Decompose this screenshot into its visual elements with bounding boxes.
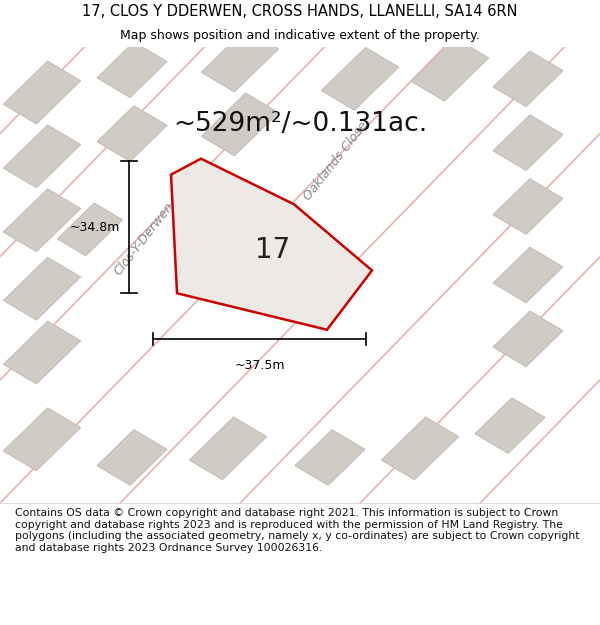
Polygon shape — [3, 408, 81, 471]
Polygon shape — [3, 321, 81, 384]
Polygon shape — [295, 430, 365, 485]
Text: ~37.5m: ~37.5m — [234, 359, 285, 372]
Polygon shape — [3, 125, 81, 188]
Text: 17: 17 — [256, 236, 290, 264]
Text: Oaklands Close: Oaklands Close — [301, 119, 371, 203]
Polygon shape — [493, 311, 563, 367]
Polygon shape — [321, 48, 399, 110]
Polygon shape — [58, 203, 122, 256]
Polygon shape — [3, 61, 81, 124]
Text: Contains OS data © Crown copyright and database right 2021. This information is : Contains OS data © Crown copyright and d… — [15, 508, 580, 552]
Text: 17, CLOS Y DDERWEN, CROSS HANDS, LLANELLI, SA14 6RN: 17, CLOS Y DDERWEN, CROSS HANDS, LLANELL… — [82, 4, 518, 19]
Polygon shape — [411, 38, 489, 101]
Polygon shape — [3, 189, 81, 252]
Polygon shape — [97, 106, 167, 161]
Polygon shape — [189, 417, 267, 480]
Polygon shape — [493, 51, 563, 107]
Text: Map shows position and indicative extent of the property.: Map shows position and indicative extent… — [120, 29, 480, 42]
Polygon shape — [381, 417, 459, 480]
Polygon shape — [201, 93, 279, 156]
Polygon shape — [201, 29, 279, 92]
Polygon shape — [493, 115, 563, 171]
Polygon shape — [493, 179, 563, 234]
Text: ~529m²/~0.131ac.: ~529m²/~0.131ac. — [173, 111, 427, 138]
Polygon shape — [97, 430, 167, 485]
Polygon shape — [493, 248, 563, 302]
Text: Clos-Y-Derwen: Clos-Y-Derwen — [112, 199, 176, 278]
Polygon shape — [97, 42, 167, 98]
Polygon shape — [3, 258, 81, 320]
Polygon shape — [475, 398, 545, 453]
Text: ~34.8m: ~34.8m — [70, 221, 120, 234]
Polygon shape — [171, 159, 372, 330]
